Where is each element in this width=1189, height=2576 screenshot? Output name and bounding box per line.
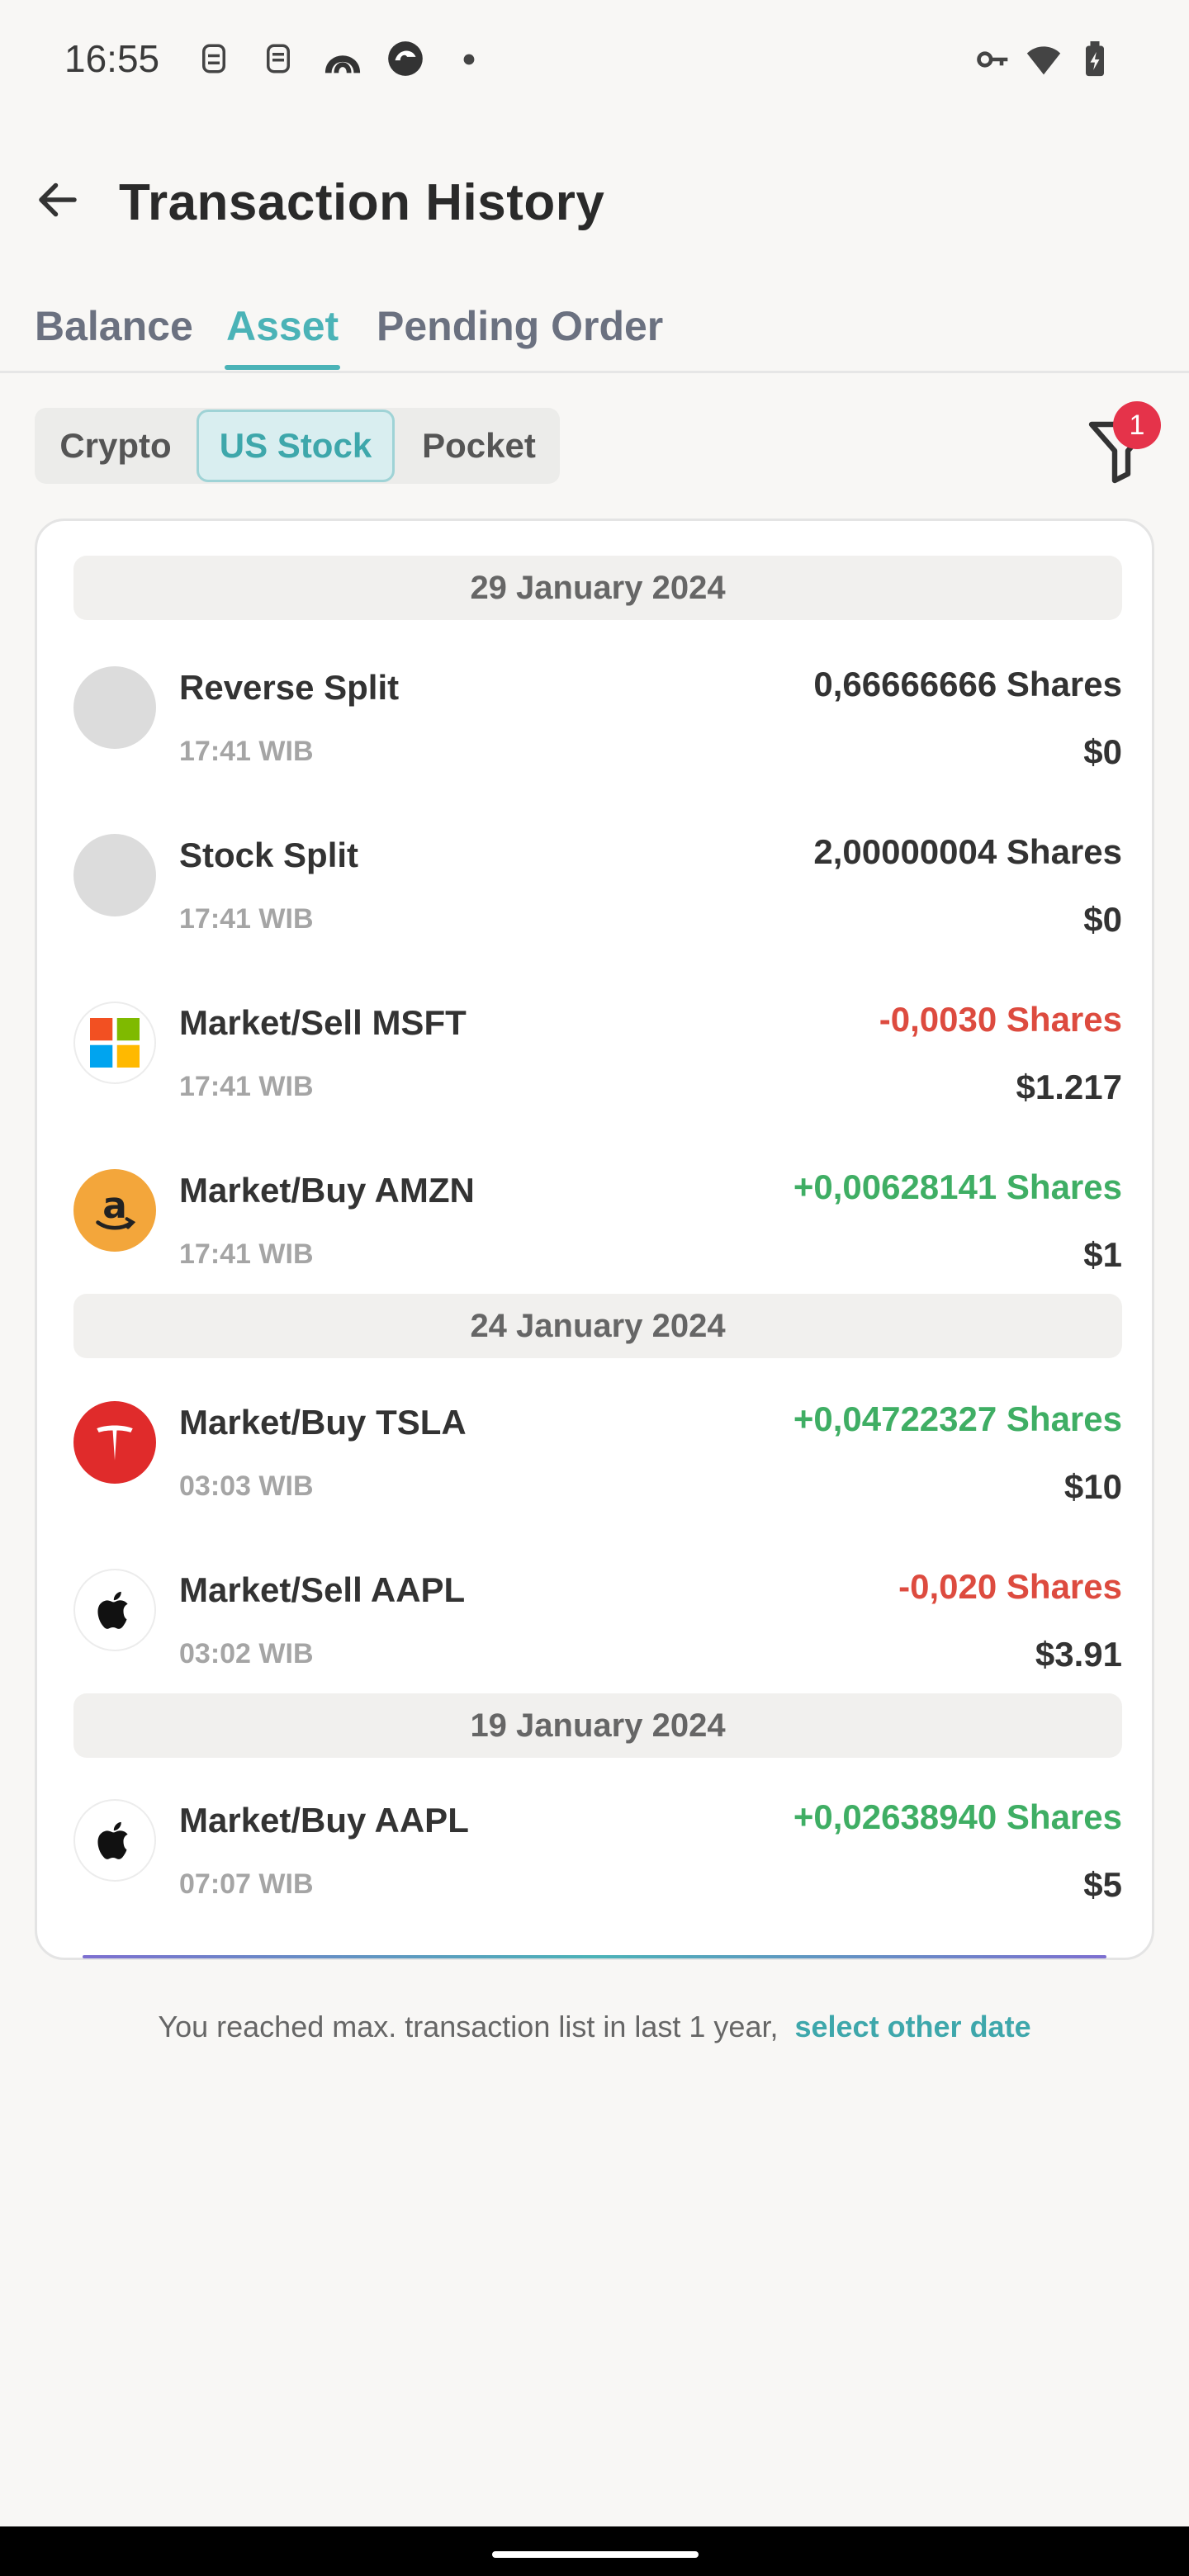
transaction-amount: $1.217 [1016,1068,1122,1106]
transaction-row[interactable]: Market/Sell AAPL 03:02 WIB -0,020 Shares… [37,1556,1152,1721]
segment-us-stock[interactable]: US Stock [197,410,395,482]
transaction-title: Reverse Split [179,668,400,707]
date-header: 29 January 2024 [73,556,1122,620]
date-header: 19 January 2024 [73,1693,1122,1758]
key-icon [977,51,1008,68]
transaction-row[interactable]: Market/Buy TSLA 03:03 WIB +0,04722327 Sh… [37,1388,1152,1553]
transaction-shares: +0,04722327 Shares [793,1399,1122,1438]
transaction-amount: $0 [1083,900,1122,939]
main-tabs: Balance Asset Pending Order [0,297,1189,373]
transaction-shares: +0,02638940 Shares [793,1797,1122,1836]
apple-logo-icon [73,1799,156,1882]
transaction-amount: $10 [1063,1467,1122,1506]
transaction-amount: $1 [1083,1235,1122,1274]
transaction-amount: $5 [1083,1865,1122,1904]
arch-icon [324,55,361,73]
tesla-logo-icon [73,1401,156,1484]
page-title: Transaction History [119,174,605,231]
transaction-title: Market/Buy AAPL [179,1801,469,1840]
transaction-time: 17:41 WIB [179,1071,314,1102]
home-gesture-handle[interactable] [492,2551,699,2558]
transaction-title: Market/Sell AAPL [179,1570,466,1609]
transaction-title: Market/Sell MSFT [179,1003,467,1042]
transaction-title: Market/Buy AMZN [179,1171,475,1210]
microsoft-logo-icon [73,1002,156,1084]
arrow-left-icon [39,182,77,217]
transaction-row[interactable]: Market/Sell MSFT 17:41 WIB -0,0030 Share… [37,988,1152,1153]
transaction-shares: 0,66666666 Shares [813,665,1122,703]
keyboard-face-icon [202,44,225,73]
back-button[interactable] [31,173,84,226]
transaction-row[interactable]: Stock Split 17:41 WIB 2,00000004 Shares … [37,821,1152,986]
dot-icon [463,54,475,65]
transaction-shares: +0,00628141 Shares [793,1167,1122,1206]
amazon-logo-icon: a [73,1169,156,1252]
select-other-date-link[interactable]: select other date [794,2010,1031,2043]
status-time: 16:55 [64,37,160,80]
transaction-amount: $0 [1083,732,1122,771]
transaction-time: 07:07 WIB [179,1868,314,1900]
card-bottom-accent [83,1955,1106,1958]
transaction-time: 17:41 WIB [179,903,314,935]
transaction-row[interactable]: a Market/Buy AMZN 17:41 WIB +0,00628141 … [37,1156,1152,1321]
transaction-row[interactable]: Reverse Split 17:41 WIB 0,66666666 Share… [37,653,1152,818]
date-header: 24 January 2024 [73,1294,1122,1358]
transaction-row[interactable]: Market/Buy AAPL 07:07 WIB +0,02638940 Sh… [37,1786,1152,1951]
active-tab-indicator [225,365,340,370]
battery-icon [1086,41,1104,77]
transaction-title: Stock Split [179,836,359,874]
transaction-shares: -0,0030 Shares [879,1000,1122,1039]
transaction-time: 03:02 WIB [179,1638,314,1669]
stack-icon [267,44,290,73]
asset-type-segments: Crypto US Stock Pocket [35,408,560,484]
transaction-time: 17:41 WIB [179,1238,314,1270]
tab-balance[interactable]: Balance [35,303,193,349]
footer-note-text: You reached max. transaction list in las… [158,2010,779,2043]
tab-asset[interactable]: Asset [226,303,339,349]
transaction-time: 17:41 WIB [179,736,314,767]
transaction-shares: -0,020 Shares [898,1567,1122,1606]
placeholder-logo-icon [73,666,156,749]
wifi-icon [1026,46,1061,75]
browser-icon [388,41,423,76]
placeholder-logo-icon [73,834,156,916]
transaction-list-card: 29 January 2024 Reverse Split 17:41 WIB … [35,519,1154,1960]
segment-crypto[interactable]: Crypto [59,426,172,465]
apple-logo-icon [73,1569,156,1651]
tab-pending-order[interactable]: Pending Order [377,303,664,349]
footer-note: You reached max. transaction list in las… [0,2010,1189,2044]
status-bar: 16:55 [0,0,1189,116]
transaction-time: 03:03 WIB [179,1470,314,1502]
transaction-title: Market/Buy TSLA [179,1403,467,1442]
filter-count-badge: 1 [1113,401,1161,449]
segment-pocket[interactable]: Pocket [422,426,536,465]
transaction-shares: 2,00000004 Shares [813,832,1122,871]
svg-text:a: a [102,1185,127,1227]
transaction-amount: $3.91 [1035,1635,1122,1674]
